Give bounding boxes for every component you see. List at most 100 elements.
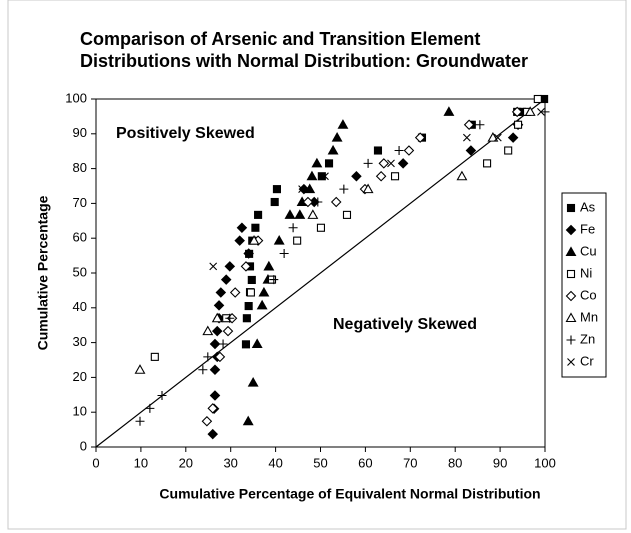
point (258, 286, 270, 297)
point (242, 415, 254, 426)
point (284, 209, 296, 219)
point (242, 314, 251, 323)
y-tick-label: 20 (73, 369, 87, 384)
point (248, 235, 260, 245)
point (157, 390, 167, 400)
point (207, 428, 219, 440)
point (279, 249, 289, 259)
annotation: Positively Skewed (116, 125, 255, 142)
point (220, 274, 232, 285)
point (403, 145, 415, 156)
x-tick-label: 80 (448, 455, 462, 470)
point (288, 223, 298, 233)
point (209, 262, 218, 271)
point (247, 275, 256, 285)
point (222, 325, 234, 337)
x-tick-label: 100 (534, 455, 556, 470)
frame (7, 0, 627, 530)
point (234, 235, 245, 246)
x-tick-label: 0 (92, 455, 99, 470)
point (339, 184, 349, 194)
point (387, 159, 395, 168)
legend-label: Cr (580, 353, 594, 368)
point (362, 183, 374, 194)
point (311, 157, 323, 168)
point (251, 223, 260, 232)
y-tick-label: 10 (73, 404, 87, 419)
point (211, 325, 223, 337)
point (229, 287, 241, 298)
point (540, 107, 550, 117)
point (213, 300, 225, 311)
point (487, 132, 499, 142)
legend-label: Zn (580, 331, 595, 346)
point (241, 340, 251, 349)
x-tick-label: 10 (134, 455, 148, 470)
point (263, 260, 275, 271)
point (145, 403, 155, 413)
legend-marker (567, 358, 575, 366)
point (342, 210, 352, 219)
point (207, 403, 219, 414)
point (378, 158, 390, 169)
x-tick-label: 40 (268, 455, 282, 470)
point (504, 146, 513, 155)
point (302, 196, 314, 208)
point (443, 106, 455, 116)
y-axis-label: Cumulative Percentage (35, 195, 51, 350)
point (463, 119, 475, 131)
point (272, 185, 281, 194)
point (244, 302, 253, 311)
point (375, 170, 387, 182)
point (456, 170, 468, 181)
point (337, 119, 349, 129)
point (201, 415, 213, 427)
point (251, 338, 263, 349)
point (254, 210, 263, 219)
legend-label: Cu (580, 243, 597, 258)
point (475, 120, 485, 130)
y-tick-label: 70 (73, 195, 87, 210)
point (294, 209, 306, 219)
point (240, 261, 252, 272)
legend-marker (566, 269, 576, 279)
legend-marker (565, 312, 577, 323)
point (225, 313, 235, 323)
legend-marker (565, 290, 577, 302)
point (270, 197, 279, 207)
x-tick-label: 70 (403, 455, 417, 470)
x-tick-label: 90 (493, 455, 507, 470)
y-tick-label: 80 (73, 160, 87, 175)
y-tick-label: 50 (73, 264, 87, 279)
legend-marker (566, 203, 576, 213)
point (209, 390, 221, 401)
point (209, 364, 221, 376)
point (507, 132, 519, 143)
point (524, 106, 536, 116)
point (462, 133, 471, 142)
y-tick-label: 60 (73, 230, 87, 245)
point (298, 185, 306, 194)
point (150, 352, 159, 361)
point (273, 235, 285, 245)
point (514, 120, 523, 129)
point (313, 197, 323, 207)
point (236, 222, 248, 234)
x-axis-label: Cumulative Percentage of Equivalent Norm… (159, 486, 540, 502)
point (493, 133, 502, 142)
reference-line (95, 98, 546, 448)
point (511, 106, 523, 118)
point (307, 209, 319, 219)
point (321, 172, 329, 181)
point (247, 376, 259, 387)
point (198, 365, 208, 375)
x-tick-label: 20 (179, 455, 193, 470)
point (327, 144, 339, 155)
legend-box (561, 192, 607, 378)
point (293, 236, 302, 245)
legend-label: Mn (580, 309, 598, 324)
legend-marker (566, 335, 576, 345)
point (203, 352, 213, 362)
point (351, 170, 362, 182)
